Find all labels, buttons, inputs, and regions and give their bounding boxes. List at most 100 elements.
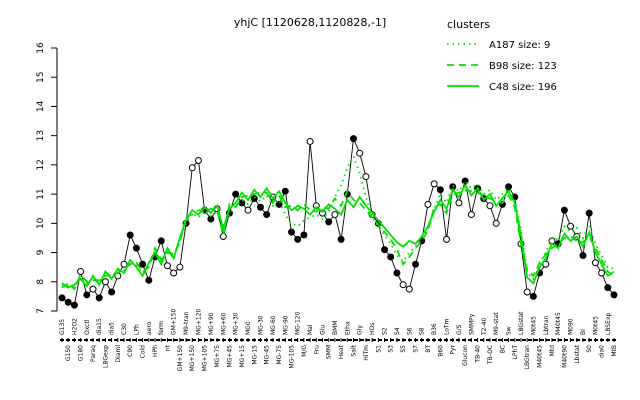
x-tick-label: ferm [158,321,165,335]
x-tick-label: LPh [133,324,140,335]
x-tick-label: MG-60 [270,315,277,335]
open-marker [542,260,550,268]
x-tick-label: LBGexp [102,345,109,368]
y-tick-label: 13 [36,130,46,141]
x-tick-label: S6 [406,327,413,335]
x-tick-label: B60 [437,345,444,357]
x-tick-label: Sw [506,326,513,335]
x-tick-label: Lbtran [543,315,550,335]
open-marker [424,200,432,208]
y-tick-label: 15 [36,71,46,82]
filled-marker [263,211,271,219]
x-tick-label: Fru [313,345,320,354]
legend-title: clusters [447,18,490,31]
x-tick-label: dia15 [96,318,103,335]
x-tick-label: MG+60 [220,312,227,335]
x-tick-label: BT [425,345,432,353]
x-tick-label: Paraq [90,345,97,362]
x-tick-label: BMM [332,321,339,335]
x-tick-label: Etha [344,321,351,335]
x-tick-label: S5 [400,345,407,353]
x-tick-label: M40t45 [555,312,562,335]
open-marker [492,219,500,227]
filled-marker [232,190,240,198]
y-axis: 7 8 9 10 11 12 13 14 15 16 [36,42,58,314]
x-tick-label: MG+15 [239,345,246,368]
open-marker [567,222,575,230]
x-tick-label: H2O2 [71,318,78,335]
x-tick-label: S3 [388,345,395,353]
open-marker [188,164,196,172]
open-marker [399,281,407,289]
filled-marker [70,301,78,309]
x-tick-label: MG-45 [264,345,271,365]
x-tick-label: S7 [413,345,420,353]
x-tick-label: Heat [338,344,345,359]
x-tick-label: G180 [78,345,85,361]
x-tick-label: C90 [127,345,134,357]
filled-marker [529,292,537,300]
x-tick-label: S1 [375,345,382,353]
x-tick-label: S0 [586,345,593,353]
x-tick-label: M0t45 [592,316,599,335]
filled-marker [337,235,345,243]
x-tick-label: GM+150 [177,345,184,371]
x-tick-label: aero [146,321,153,335]
chart-title: yhjC [1120628,1120828,-1] [234,16,386,29]
open-marker [219,232,227,240]
x-tick-label: M/G [301,345,308,357]
legend-item-b98: B98 size: 123 [489,61,557,72]
open-marker [405,285,413,293]
x-tick-label: MG+45 [226,345,233,368]
open-marker [176,263,184,271]
x-tick-label: MG-105 [288,345,295,369]
open-marker [120,260,128,268]
filled-marker [350,135,358,143]
open-marker [306,138,314,146]
cluster-line-dotted [61,153,615,289]
open-marker [523,288,531,296]
x-tick-label: Mal [307,324,314,335]
filled-marker [83,291,91,299]
filled-marker [108,288,116,296]
x-tick-label: MG-15 [251,345,258,365]
x-tick-label: Glu [319,325,326,335]
cluster-profile-series [61,153,615,291]
open-marker [598,269,606,277]
x-tick-label: M9-stat [493,312,500,335]
x-tick-label: Mtd [549,345,556,357]
y-tick-label: 16 [36,42,46,54]
x-tick-label: MG-120 [295,311,302,335]
open-marker [331,211,339,219]
y-tick-label: 8 [36,279,46,285]
filled-marker [387,253,395,261]
cluster-line-solid [61,183,615,289]
x-tick-label: SMMPy [468,313,475,335]
filled-marker [281,187,289,195]
x-tick-label: MtB [611,345,618,357]
x-tick-label: S2 [382,327,389,335]
filled-marker [610,291,618,299]
x-tick-label: Pyr [450,344,457,354]
x-tick-label: MG+120 [195,309,202,335]
filled-marker [585,209,593,217]
filled-marker [412,260,420,268]
x-tick-label: M090 [568,318,575,335]
x-tick-label: MG+105 [202,345,209,371]
x-tick-label: Gly [357,325,364,335]
y-tick-label: 11 [36,188,46,199]
x-tick-label: Cold [140,345,147,359]
open-marker [591,259,599,267]
filled-marker [325,218,333,226]
filled-marker [505,183,513,191]
x-tick-label: B36 [431,323,438,335]
open-marker [244,206,252,214]
y-tick-label: 9 [36,249,46,255]
filled-marker [132,244,140,252]
x-tick-label: MG+30 [233,312,240,335]
x-tick-label: T2-40 [481,318,488,336]
filled-marker [287,228,295,236]
open-marker [467,211,475,219]
x-tick-label: Glucon [462,345,469,366]
open-marker [170,269,178,277]
